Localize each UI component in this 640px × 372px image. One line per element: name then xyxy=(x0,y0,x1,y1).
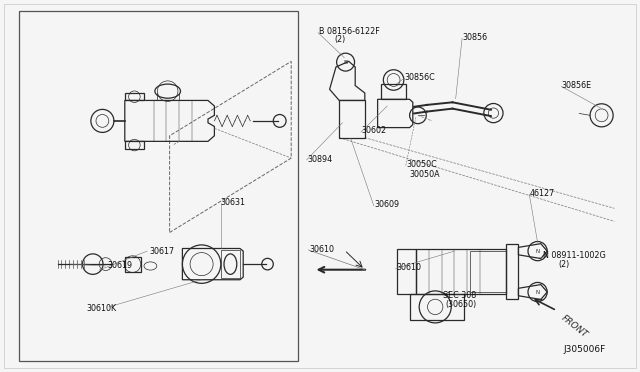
Text: B 08156-6122F: B 08156-6122F xyxy=(319,27,380,36)
Text: 30610: 30610 xyxy=(397,263,422,272)
Text: 30856: 30856 xyxy=(462,33,487,42)
Text: FRONT: FRONT xyxy=(560,314,590,340)
Text: 30050A: 30050A xyxy=(410,170,440,179)
Text: 30631: 30631 xyxy=(221,198,246,207)
Text: 30610K: 30610K xyxy=(86,304,116,313)
Text: 30610: 30610 xyxy=(309,246,334,254)
Text: J305006F: J305006F xyxy=(563,345,605,354)
Text: SEC 308: SEC 308 xyxy=(443,291,476,300)
Text: 30856C: 30856C xyxy=(404,73,435,82)
Text: (30650): (30650) xyxy=(445,300,477,309)
Text: N: N xyxy=(536,289,540,295)
Text: 30617: 30617 xyxy=(149,247,174,256)
Text: 30619: 30619 xyxy=(108,262,132,270)
Text: 30050C: 30050C xyxy=(406,160,437,169)
Text: (2): (2) xyxy=(558,260,570,269)
Text: 30602: 30602 xyxy=(362,126,387,135)
Text: 30894: 30894 xyxy=(307,155,332,164)
Text: B: B xyxy=(344,60,348,65)
Text: 46127: 46127 xyxy=(530,189,555,198)
Text: N: N xyxy=(536,248,540,254)
Text: (2): (2) xyxy=(334,35,346,44)
Text: 30856E: 30856E xyxy=(562,81,592,90)
Text: N 08911-1002G: N 08911-1002G xyxy=(543,251,605,260)
Text: 30609: 30609 xyxy=(374,200,399,209)
